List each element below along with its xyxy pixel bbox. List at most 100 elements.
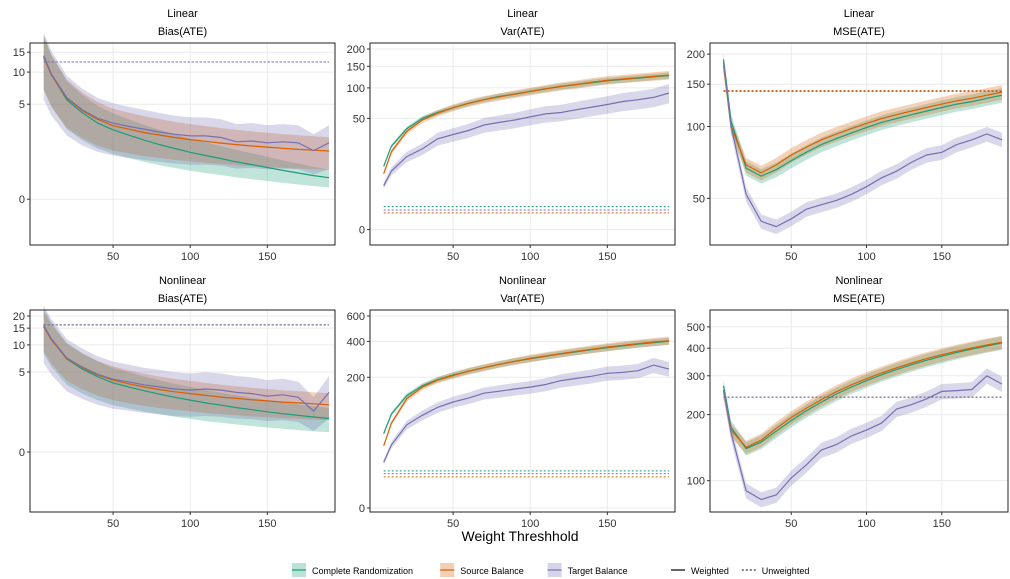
legend-label: Target Balance bbox=[568, 566, 628, 576]
y-tick-label: 150 bbox=[687, 79, 705, 91]
x-tick-label: 100 bbox=[521, 518, 539, 530]
line-weighted-source-balance bbox=[722, 341, 1003, 449]
x-tick-label: 50 bbox=[785, 518, 797, 530]
panel-p2: Linear Var(ATE) 0 50 100 150 200 50 100 150 bbox=[347, 8, 676, 263]
line-weighted-complete-randomization bbox=[722, 59, 1003, 177]
panel-metric-title: Var(ATE) bbox=[500, 293, 544, 305]
y-tick-label: 0 bbox=[359, 503, 365, 515]
x-tick-label: 50 bbox=[107, 518, 119, 530]
line-weighted-source-balance bbox=[43, 326, 330, 406]
x-tick-label: 100 bbox=[181, 518, 199, 530]
x-axis-label: Weight Threshhold bbox=[462, 528, 579, 544]
panel-metric-title: MSE(ATE) bbox=[833, 293, 885, 305]
panel-p3: Linear MSE(ATE) 50 100 150 200 50 100 150 bbox=[687, 8, 1009, 263]
y-tick-label: 150 bbox=[347, 61, 365, 73]
y-tick-label: 50 bbox=[353, 113, 365, 125]
y-tick-label: 5 bbox=[19, 99, 25, 111]
line-weighted-target-balance bbox=[43, 325, 330, 412]
legend-unweighted-label: Unweighted bbox=[762, 566, 810, 576]
panel-row-title: Linear bbox=[507, 8, 538, 20]
band-target-balance bbox=[383, 84, 669, 189]
y-tick-label: 500 bbox=[687, 322, 705, 334]
legend-label: Complete Randomization bbox=[312, 566, 413, 576]
panel-frame bbox=[369, 309, 676, 513]
x-tick-label: 100 bbox=[521, 251, 539, 263]
line-weighted-target-balance bbox=[722, 375, 1003, 501]
band-complete-randomization bbox=[383, 337, 669, 436]
x-tick-label: 100 bbox=[857, 251, 875, 263]
y-tick-label: 100 bbox=[687, 476, 705, 488]
panel-frame bbox=[29, 42, 336, 246]
y-tick-label: 400 bbox=[687, 343, 705, 355]
panel-frame bbox=[369, 42, 676, 246]
y-tick-label: 20 bbox=[13, 311, 25, 323]
y-tick-label: 15 bbox=[13, 323, 25, 335]
x-tick-label: 150 bbox=[598, 518, 616, 530]
panel-frame bbox=[709, 309, 1009, 513]
panel-row-title: Linear bbox=[167, 8, 198, 20]
legend-label: Source Balance bbox=[460, 566, 524, 576]
line-weighted-source-balance bbox=[722, 65, 1003, 174]
band-complete-randomization bbox=[383, 72, 669, 168]
legend-weighted-label: Weighted bbox=[691, 566, 729, 576]
panel-metric-title: Bias(ATE) bbox=[158, 26, 207, 38]
y-tick-label: 200 bbox=[687, 410, 705, 422]
y-tick-label: 0 bbox=[359, 225, 365, 237]
y-tick-label: 300 bbox=[687, 371, 705, 383]
y-tick-label: 600 bbox=[347, 311, 365, 323]
band-complete-randomization bbox=[43, 35, 329, 188]
panel-row-title: Nonlinear bbox=[159, 275, 206, 287]
x-tick-label: 100 bbox=[857, 518, 875, 530]
y-tick-label: 10 bbox=[13, 340, 25, 352]
y-tick-label: 0 bbox=[19, 447, 25, 459]
y-tick-label: 200 bbox=[347, 44, 365, 56]
panel-metric-title: Bias(ATE) bbox=[158, 293, 207, 305]
x-tick-label: 150 bbox=[258, 251, 276, 263]
band-target-balance bbox=[723, 368, 1002, 508]
panel-metric-title: Var(ATE) bbox=[500, 26, 544, 38]
line-weighted-source-balance bbox=[43, 57, 330, 152]
line-weighted-source-balance bbox=[383, 74, 670, 174]
y-tick-label: 50 bbox=[693, 193, 705, 205]
panel-row-title: Linear bbox=[844, 8, 875, 20]
x-tick-label: 100 bbox=[181, 251, 199, 263]
panel-metric-title: MSE(ATE) bbox=[833, 26, 885, 38]
band-source-balance bbox=[723, 58, 1002, 181]
line-weighted-target-balance bbox=[43, 56, 330, 152]
x-tick-label: 150 bbox=[258, 518, 276, 530]
y-tick-label: 0 bbox=[19, 194, 25, 206]
line-weighted-complete-randomization bbox=[43, 325, 330, 420]
legend: Complete Randomization Source Balance Targ… bbox=[292, 563, 809, 577]
line-weighted-source-balance bbox=[383, 340, 670, 446]
band-complete-randomization bbox=[723, 336, 1002, 456]
x-tick-label: 150 bbox=[933, 251, 951, 263]
panel-p6: Nonlinear MSE(ATE) 100 200 300 400 500 50 100 150 bbox=[687, 275, 1009, 530]
band-complete-randomization bbox=[43, 308, 329, 433]
band-source-balance bbox=[43, 311, 329, 421]
y-tick-label: 10 bbox=[13, 67, 25, 79]
x-tick-label: 150 bbox=[598, 251, 616, 263]
y-tick-label: 200 bbox=[687, 49, 705, 61]
band-target-balance bbox=[383, 357, 669, 465]
line-weighted-complete-randomization bbox=[722, 342, 1003, 450]
y-tick-label: 100 bbox=[687, 121, 705, 133]
panel-frame bbox=[709, 42, 1009, 246]
y-tick-label: 100 bbox=[347, 83, 365, 95]
line-weighted-target-balance bbox=[722, 62, 1003, 228]
x-tick-label: 50 bbox=[447, 518, 459, 530]
band-source-balance bbox=[43, 37, 329, 170]
line-weighted-complete-randomization bbox=[43, 55, 330, 179]
panel-row-title: Nonlinear bbox=[499, 275, 546, 287]
x-tick-label: 50 bbox=[785, 251, 797, 263]
band-target-balance bbox=[43, 32, 329, 175]
line-weighted-target-balance bbox=[383, 92, 670, 186]
y-tick-label: 400 bbox=[347, 336, 365, 348]
x-tick-label: 50 bbox=[107, 251, 119, 263]
panel-row-title: Nonlinear bbox=[835, 275, 882, 287]
y-tick-label: 200 bbox=[347, 372, 365, 384]
band-target-balance bbox=[723, 55, 1002, 235]
line-weighted-target-balance bbox=[383, 364, 670, 463]
panel-frame bbox=[29, 309, 336, 513]
